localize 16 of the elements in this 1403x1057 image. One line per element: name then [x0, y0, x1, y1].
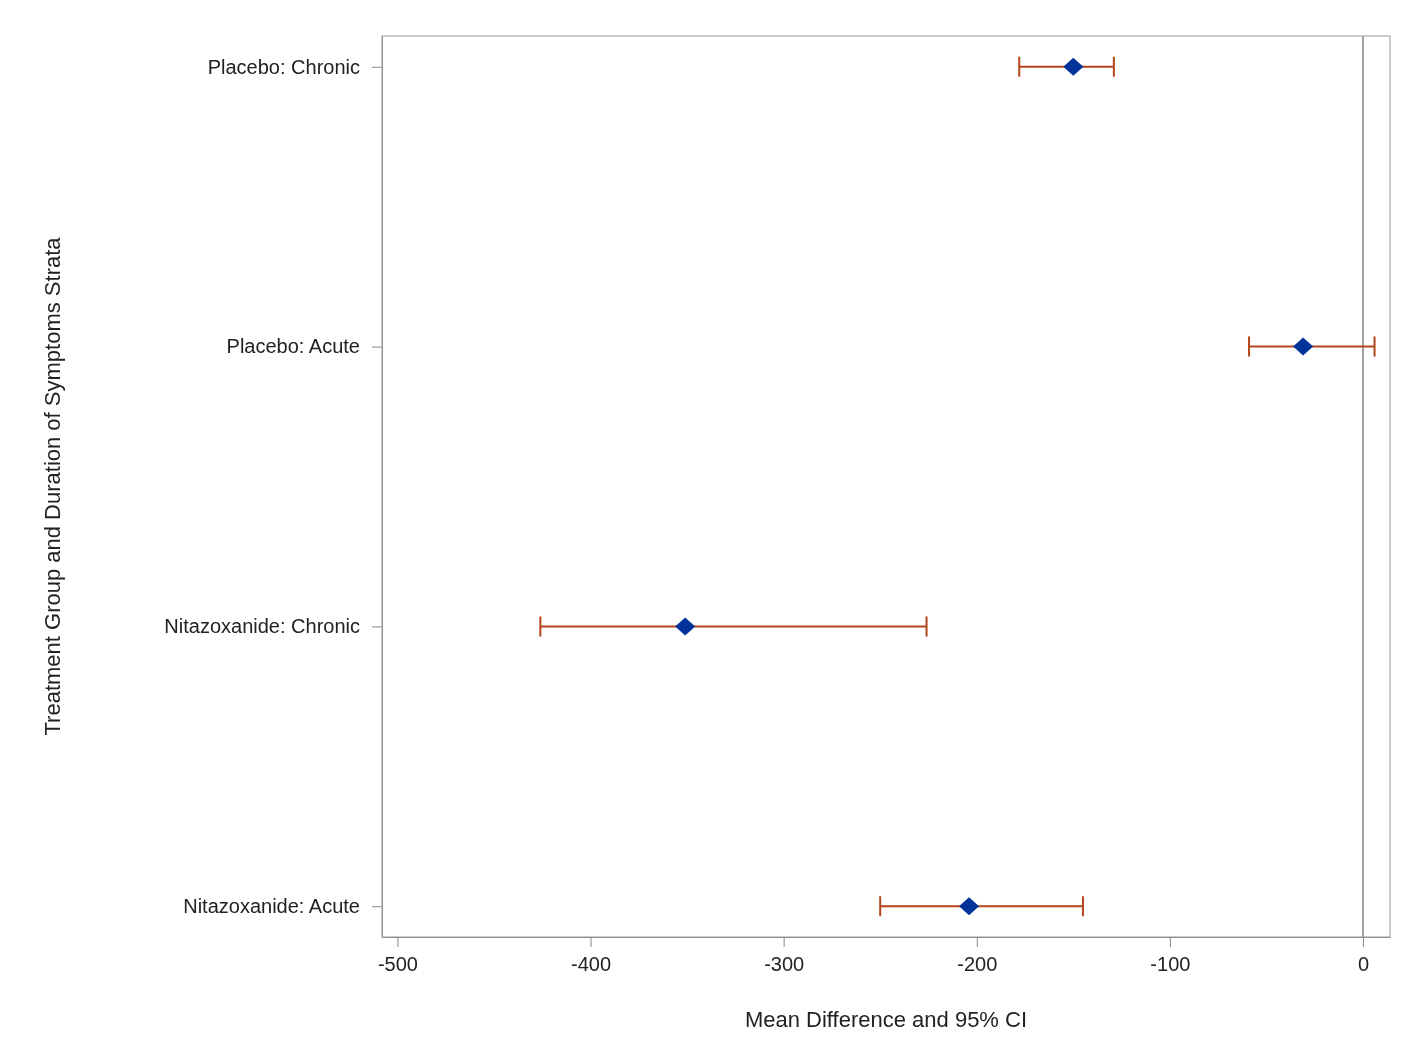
x-tick-label: -100 [1150, 953, 1191, 976]
y-tick-label: Placebo: Chronic [207, 55, 360, 78]
y-tick-label: Nitazoxanide: Chronic [164, 615, 360, 638]
x-tick-label: -400 [571, 953, 612, 976]
x-tick-label: -200 [957, 953, 998, 976]
point [1293, 337, 1314, 356]
y-tick-label: Nitazoxanide: Acute [183, 895, 360, 918]
y-axis-title: Treatment Group and Duration of Symptoms Strata [40, 236, 65, 736]
x-tick-label: -500 [377, 953, 418, 976]
point [1063, 57, 1084, 76]
point [959, 897, 980, 916]
point [675, 617, 696, 636]
y-tick-label: Placebo: Acute [226, 335, 360, 358]
x-axis-title: Mean Difference and 95% CI [744, 1007, 1028, 1032]
x-tick-label: -300 [764, 953, 805, 976]
x-tick-label: 0 [1357, 953, 1370, 976]
